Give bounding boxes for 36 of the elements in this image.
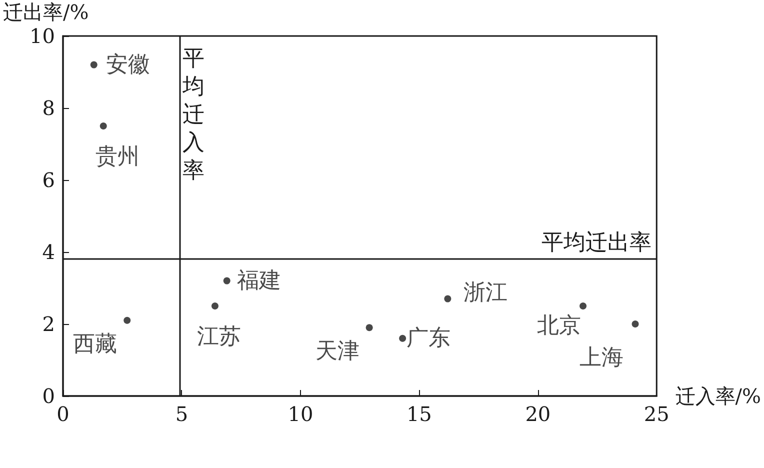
ref-line-label: 平均迁入率 (181, 46, 204, 184)
x-tick-label: 0 (56, 402, 70, 426)
annotation: 上海 (579, 346, 624, 370)
x-tick-label: 25 (644, 402, 670, 426)
point (366, 324, 373, 332)
point (223, 277, 230, 284)
y-tick-label: 6 (42, 168, 55, 192)
x-tick-label: 5 (175, 402, 188, 426)
annotation: 江苏 (196, 324, 241, 350)
y-tick-label: 2 (42, 312, 55, 336)
x-tick-label: 10 (288, 402, 314, 426)
y-tick-label: 8 (42, 96, 55, 120)
annotation: 西藏 (73, 332, 118, 357)
point (399, 334, 406, 342)
x-tick-label: 20 (525, 402, 551, 426)
annotation: 福建 (236, 268, 281, 294)
annotation: 天津 (315, 339, 360, 364)
annotation: 安徽 (106, 52, 150, 78)
point (211, 302, 218, 310)
y-axis-title: 迁出率/% (3, 0, 89, 24)
ref-line-label: 平均迁出率 (542, 230, 652, 256)
annotation: 浙江 (464, 280, 508, 306)
annotation: 广东 (406, 326, 451, 351)
point (444, 295, 452, 302)
annotation: 贵州 (95, 144, 140, 170)
annotation: 北京 (537, 314, 582, 338)
point (90, 61, 98, 68)
point (580, 302, 587, 310)
y-tick-label: 10 (30, 24, 55, 48)
point (632, 320, 639, 328)
point (100, 122, 107, 130)
x-tick-label: 15 (406, 402, 432, 426)
point (124, 316, 131, 324)
y-tick-label: 4 (42, 240, 55, 264)
y-tick-label: 0 (42, 384, 55, 408)
x-axis-title: 迁入率/% (675, 384, 762, 408)
